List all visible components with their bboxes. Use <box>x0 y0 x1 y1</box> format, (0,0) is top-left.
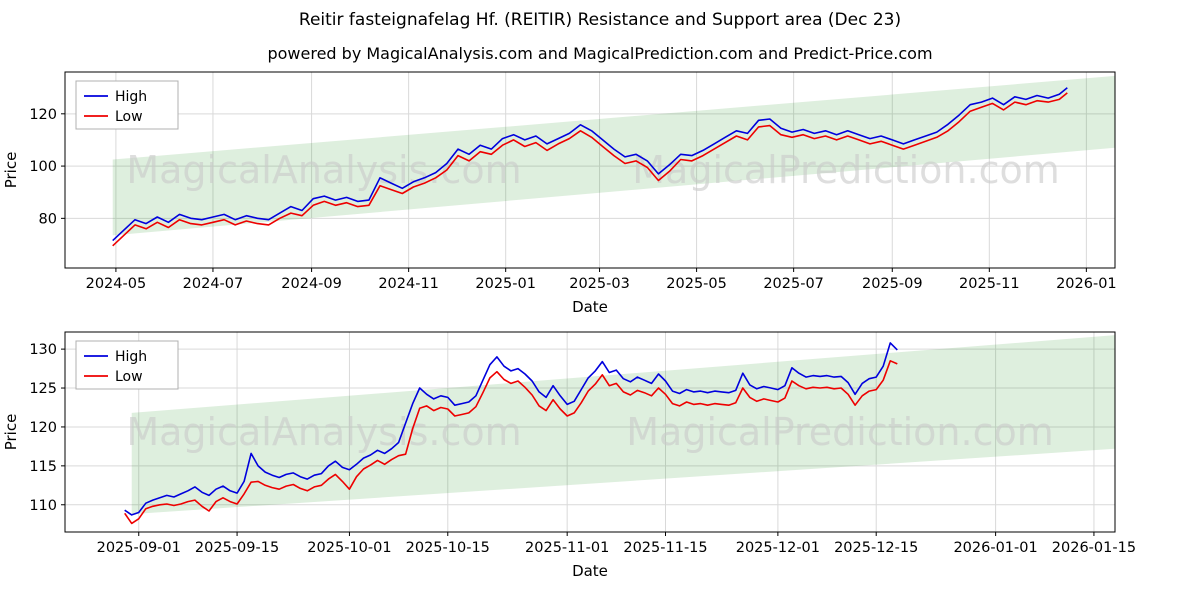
y-axis-label: Price <box>2 152 20 189</box>
x-tick-label: 2025-09 <box>862 276 923 292</box>
price-chart-top: MagicalAnalysis.com MagicalPrediction.com… <box>2 71 1117 316</box>
x-tick-label: 2024-05 <box>86 276 147 292</box>
x-tick-label: 2024-09 <box>281 276 342 292</box>
series-line-low <box>112 92 1068 247</box>
legend-box <box>75 80 179 130</box>
x-axis-label: Date <box>572 298 608 316</box>
legend: High Low <box>75 80 179 130</box>
legend: High Low <box>75 340 179 390</box>
x-tick-label: 2026-01 <box>1056 276 1117 292</box>
support-resistance-band <box>131 335 1115 515</box>
legend-label-high: High <box>115 89 147 105</box>
series-line-high <box>124 342 898 516</box>
x-tick-label: 2025-07 <box>763 276 824 292</box>
y-tick-label: 115 <box>29 459 57 475</box>
x-tick-label: 2025-03 <box>569 276 630 292</box>
y-tick-label: 125 <box>29 381 57 397</box>
x-tick-label: 2025-12-01 <box>736 540 820 556</box>
x-tick-label: 2024-07 <box>183 276 244 292</box>
x-tick-label: 2025-12-15 <box>834 540 918 556</box>
legend-label-high: High <box>115 349 147 365</box>
plot-border <box>64 71 1116 269</box>
series-line-high <box>112 87 1068 242</box>
watermark-text: MagicalPrediction.com <box>632 148 1060 192</box>
x-tick-label: 2025-05 <box>666 276 727 292</box>
x-tick-label: 2025-11 <box>959 276 1020 292</box>
x-tick-label: 2025-01 <box>475 276 536 292</box>
x-tick-label: 2025-11-01 <box>525 540 609 556</box>
legend-label-low: Low <box>115 109 143 125</box>
series-line-low <box>124 359 898 525</box>
x-tick-label: 2025-11-15 <box>623 540 707 556</box>
y-tick-label: 100 <box>29 159 57 175</box>
x-tick-label: 2026-01-01 <box>953 540 1037 556</box>
y-axis-label: Price <box>2 414 20 451</box>
chart-title: Reitir fasteignafelag Hf. (REITIR) Resis… <box>298 10 902 30</box>
x-tick-label: 2026-01-15 <box>1052 540 1136 556</box>
y-tick-label: 80 <box>39 211 57 227</box>
x-tick-label: 2025-10-15 <box>406 540 490 556</box>
y-tick-label: 120 <box>29 107 57 123</box>
x-tick-label: 2025-10-01 <box>307 540 391 556</box>
x-tick-label: 2024-11 <box>378 276 439 292</box>
x-axis-label: Date <box>572 562 608 580</box>
legend-box <box>75 340 179 390</box>
watermark-text: MagicalAnalysis.com <box>126 410 521 454</box>
chart-subtitle: powered by MagicalAnalysis.com and Magic… <box>267 44 933 63</box>
x-tick-label: 2025-09-01 <box>97 540 181 556</box>
price-chart-bottom: MagicalAnalysis.com MagicalPrediction.com… <box>2 331 1136 580</box>
watermark-text: MagicalPrediction.com <box>626 410 1054 454</box>
legend-label-low: Low <box>115 369 143 385</box>
watermark-text: MagicalAnalysis.com <box>126 148 521 192</box>
plot-border <box>64 331 1116 533</box>
y-tick-label: 130 <box>29 342 57 358</box>
x-tick-label: 2025-09-15 <box>195 540 279 556</box>
y-tick-label: 120 <box>29 420 57 436</box>
y-tick-label: 110 <box>29 498 57 514</box>
